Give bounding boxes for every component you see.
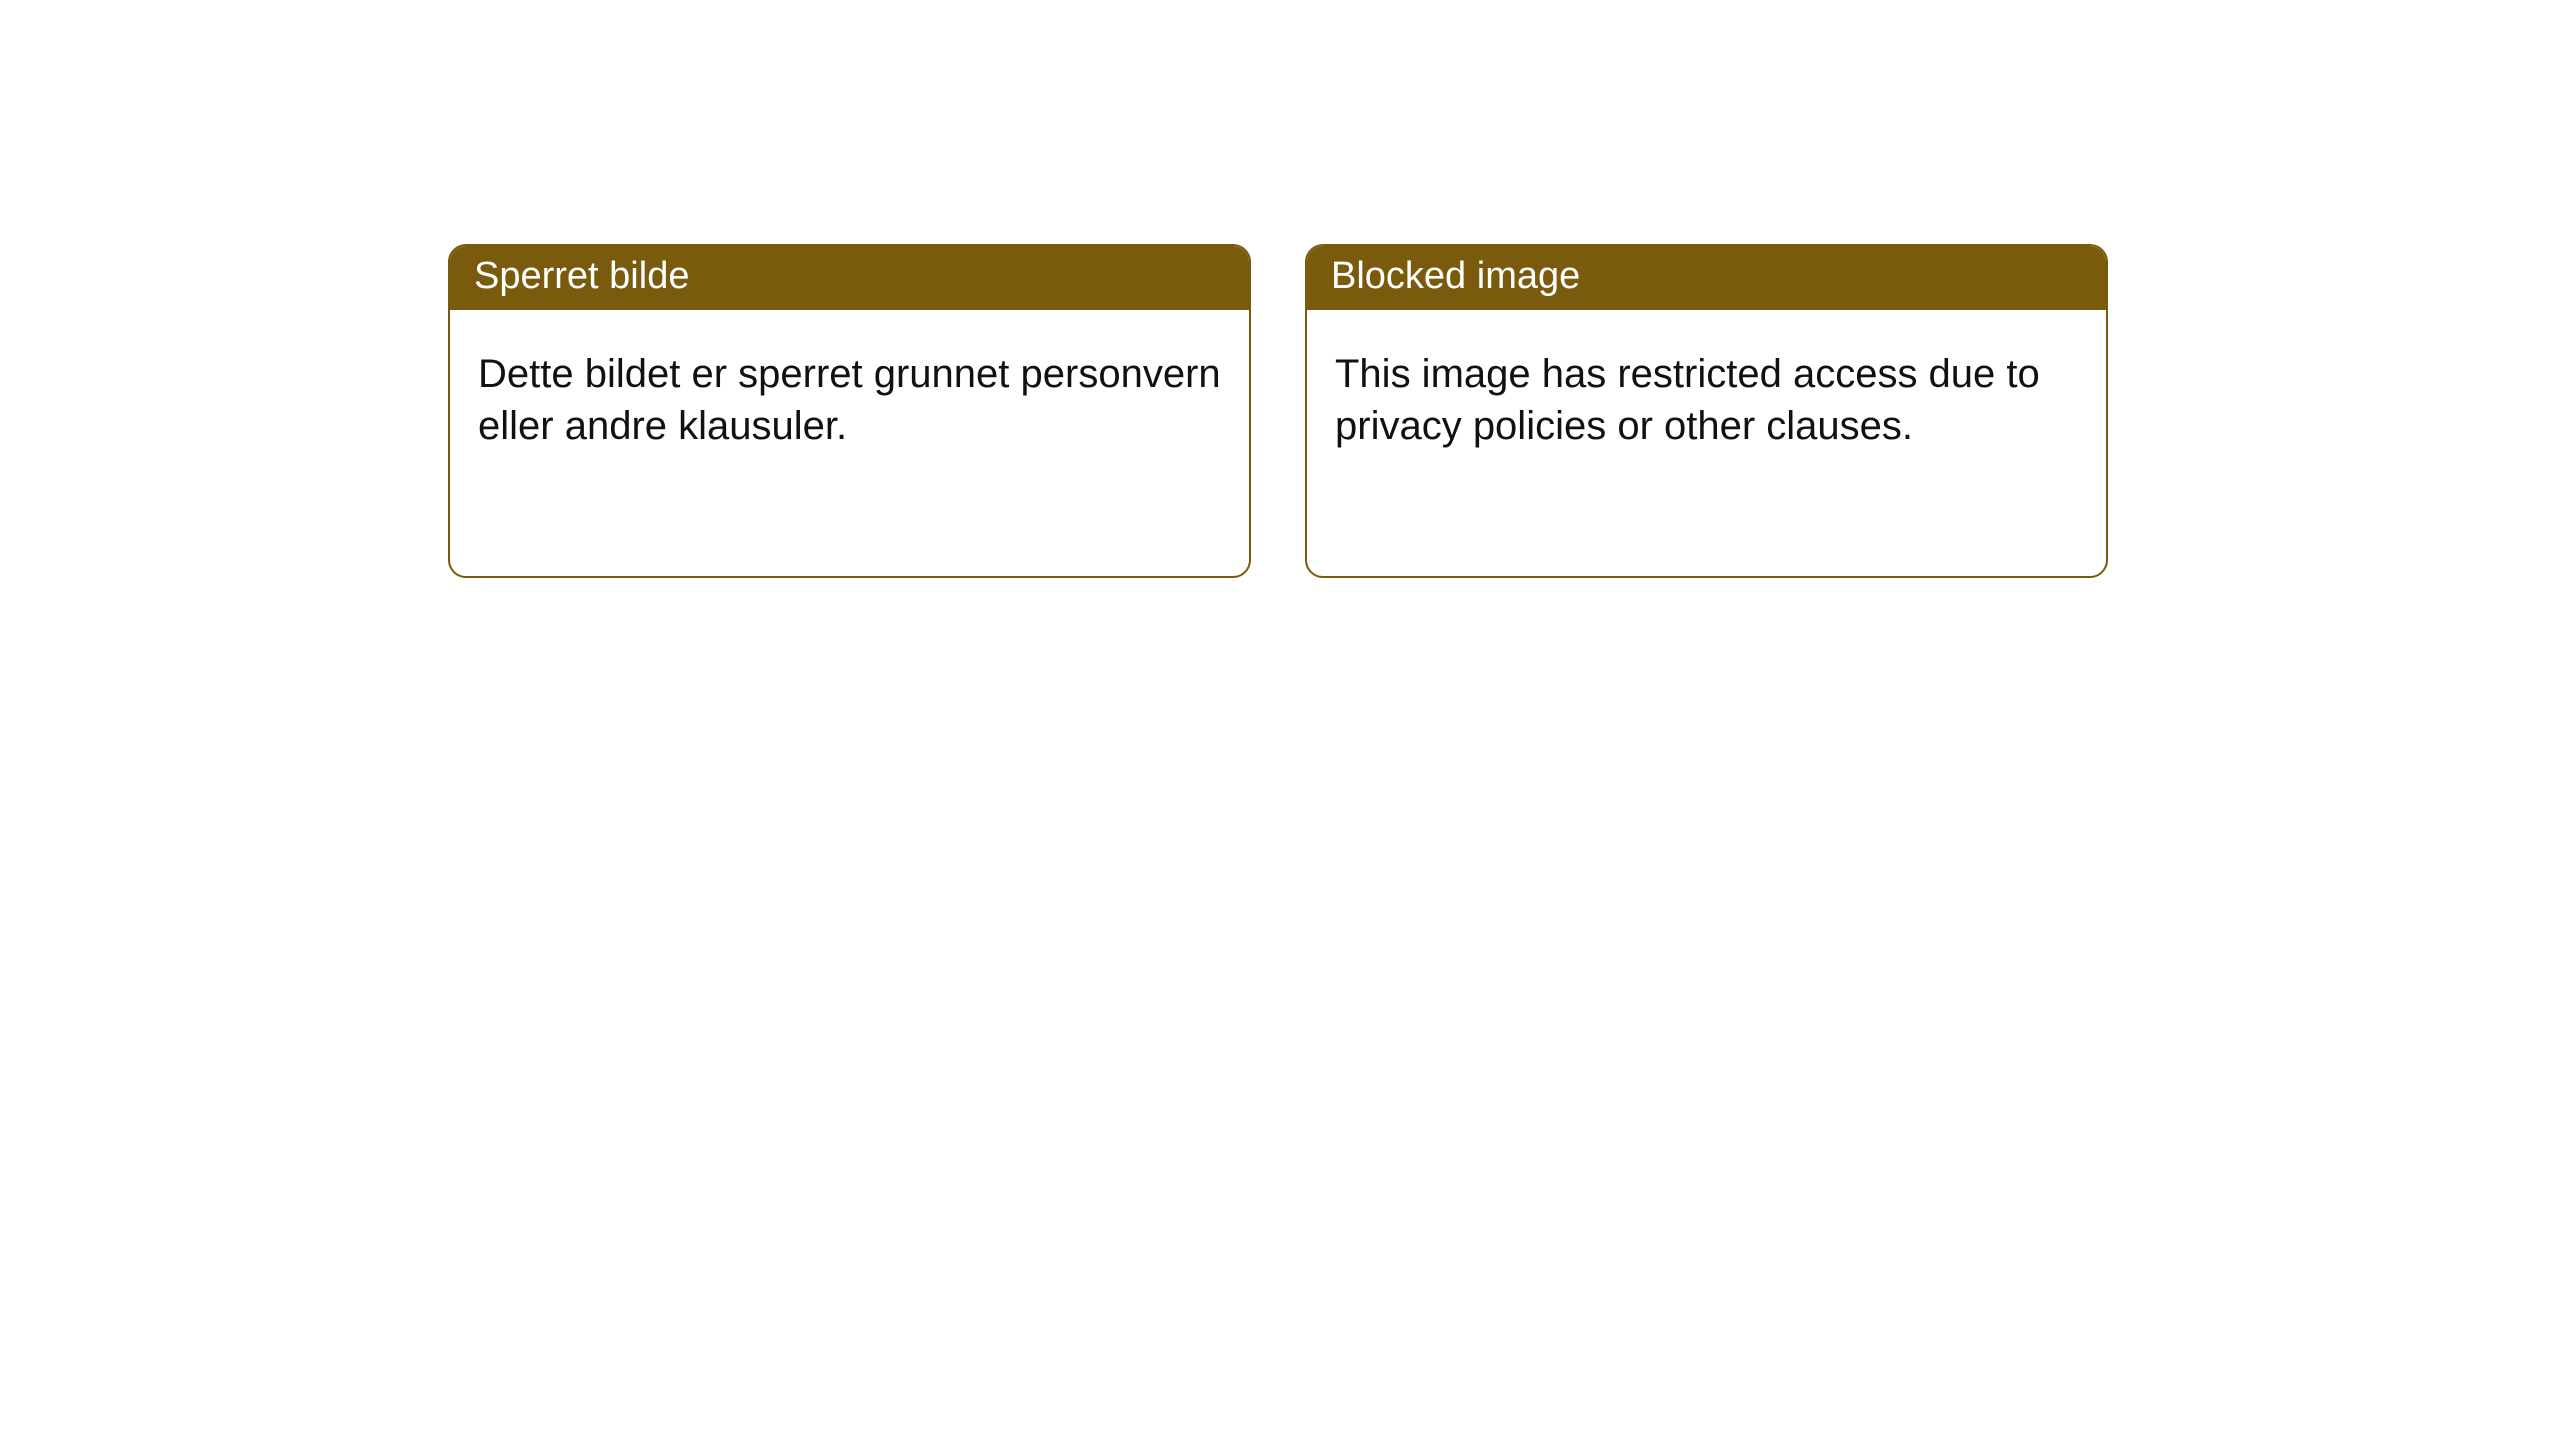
card-header-no: Sperret bilde — [450, 246, 1249, 310]
blocked-image-card-no: Sperret bilde Dette bildet er sperret gr… — [448, 244, 1251, 578]
card-body-no: Dette bildet er sperret grunnet personve… — [450, 310, 1249, 480]
card-body-en: This image has restricted access due to … — [1307, 310, 2106, 480]
blocked-image-card-en: Blocked image This image has restricted … — [1305, 244, 2108, 578]
card-header-en: Blocked image — [1307, 246, 2106, 310]
notice-container: Sperret bilde Dette bildet er sperret gr… — [0, 0, 2560, 578]
